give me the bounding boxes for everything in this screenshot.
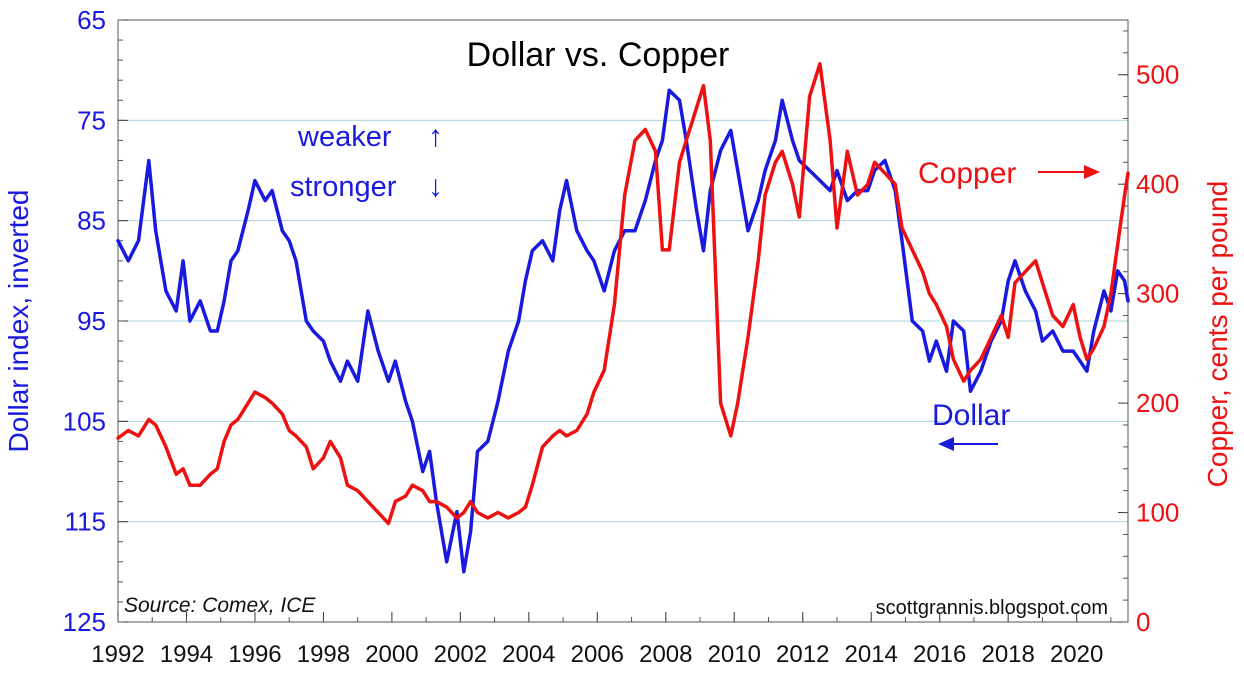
- credit-note: scottgrannis.blogspot.com: [876, 597, 1108, 619]
- right-tick-label: 200: [1136, 388, 1179, 418]
- copper-series-label: Copper: [918, 157, 1016, 190]
- x-tick-label: 2014: [845, 641, 898, 668]
- x-tick-label: 1994: [160, 641, 213, 668]
- x-axis-tick-labels: 1992 1994 1996 1998 2000 2002 2004 2006 2008 2010…: [91, 641, 1103, 668]
- right-axis-tick-labels: 0 100 200 300 400 500: [1136, 60, 1179, 637]
- stronger-annotation: stronger: [290, 171, 397, 203]
- x-tick-label: 2004: [502, 641, 555, 668]
- left-axis-title: Dollar index, inverted: [3, 189, 34, 452]
- source-note: Source: Comex, ICE: [124, 594, 316, 617]
- dollar-series-label: Dollar: [932, 399, 1010, 432]
- x-tick-label: 2018: [981, 641, 1034, 668]
- x-tick-label: 2006: [571, 641, 624, 668]
- down-arrow-icon: ↓: [428, 170, 443, 203]
- x-tick-label: 2000: [365, 641, 418, 668]
- left-tick-label: 125: [63, 607, 106, 637]
- x-tick-label: 2016: [913, 641, 966, 668]
- right-tick-label: 500: [1136, 60, 1179, 90]
- x-tick-label: 2002: [434, 641, 487, 668]
- x-tick-label: 1992: [91, 641, 144, 668]
- right-tick-label: 300: [1136, 279, 1179, 309]
- tick-marks: [117, 19, 1128, 623]
- right-tick-label: 0: [1136, 607, 1150, 637]
- left-axis-tick-labels: 65 75 85 95 105 115 125: [63, 5, 106, 637]
- x-tick-label: 2008: [639, 641, 692, 668]
- left-tick-label: 85: [77, 206, 106, 236]
- x-tick-label: 1996: [228, 641, 281, 668]
- series-lines: [116, 62, 1130, 574]
- x-tick-label: 2010: [708, 641, 761, 668]
- x-tick-label: 2012: [776, 641, 829, 668]
- right-tick-label: 100: [1136, 498, 1179, 528]
- left-tick-label: 75: [77, 105, 106, 135]
- x-tick-label: 1998: [297, 641, 350, 668]
- copper-arrow-icon: [1038, 165, 1100, 179]
- weaker-annotation: weaker: [297, 121, 392, 153]
- x-tick-label: 2020: [1050, 641, 1103, 668]
- left-tick-label: 115: [65, 507, 106, 537]
- chart-title: Dollar vs. Copper: [467, 36, 730, 74]
- left-tick-label: 95: [77, 306, 106, 336]
- right-tick-label: 400: [1136, 169, 1179, 199]
- dollar-arrow-icon: [938, 437, 998, 451]
- left-tick-label: 105: [63, 406, 106, 436]
- up-arrow-icon: ↑: [428, 120, 443, 153]
- left-tick-label: 65: [77, 5, 106, 35]
- copper-series-line: [116, 62, 1130, 526]
- right-axis-title: Copper, cents per pound: [1202, 181, 1233, 488]
